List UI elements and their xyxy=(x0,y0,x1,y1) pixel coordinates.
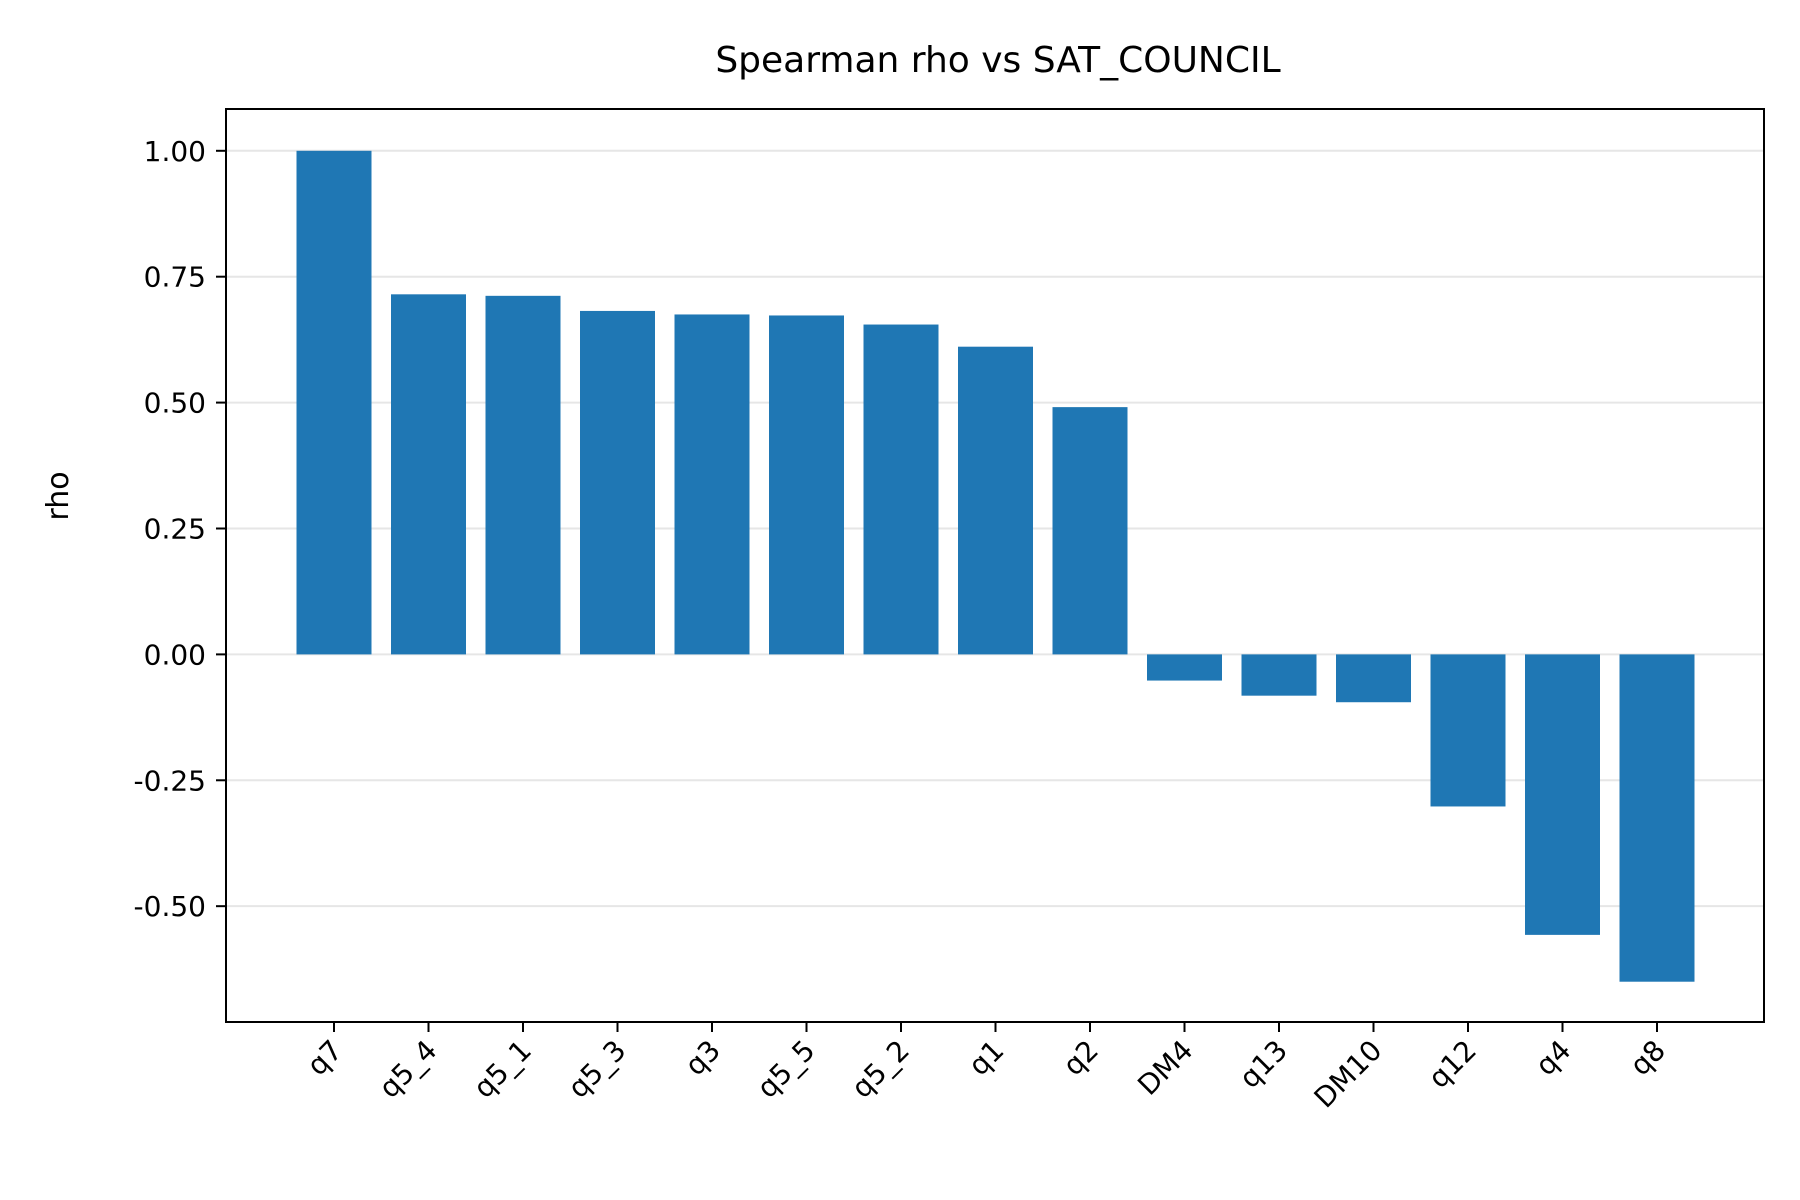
bar-dm10 xyxy=(1336,654,1411,703)
y-tick-label: -0.50 xyxy=(134,890,206,923)
bar-q4 xyxy=(1525,654,1600,935)
y-tick-label: 1.00 xyxy=(144,135,206,168)
bar-q5-5 xyxy=(769,315,844,655)
y-axis-label: rho xyxy=(41,471,76,520)
bar-q5-2 xyxy=(863,324,939,655)
y-tick-label: 0.25 xyxy=(144,512,206,545)
bars xyxy=(296,150,1695,982)
y-tick-label: 0.75 xyxy=(144,261,206,294)
bar-q5-3 xyxy=(580,310,655,655)
bar-q12 xyxy=(1430,654,1506,807)
bar-q3 xyxy=(674,314,750,655)
y-tick-label: 0.00 xyxy=(144,638,206,671)
bar-q1 xyxy=(958,346,1033,655)
bar-q2 xyxy=(1052,407,1128,655)
bar-q8 xyxy=(1619,654,1695,982)
y-tick-label: -0.25 xyxy=(134,764,206,797)
bar-q13 xyxy=(1241,654,1317,696)
bar-q7 xyxy=(296,150,372,655)
bar-q5-4 xyxy=(391,294,466,655)
y-axis-ticks: -0.50 -0.25 0.00 0.25 0.50 0.75 1.00 xyxy=(134,135,226,923)
bar-q5-1 xyxy=(485,295,561,655)
chart-title: Spearman rho vs SAT_COUNCIL xyxy=(715,40,1280,81)
bar-dm4 xyxy=(1147,654,1222,681)
y-tick-label: 0.50 xyxy=(144,387,206,420)
